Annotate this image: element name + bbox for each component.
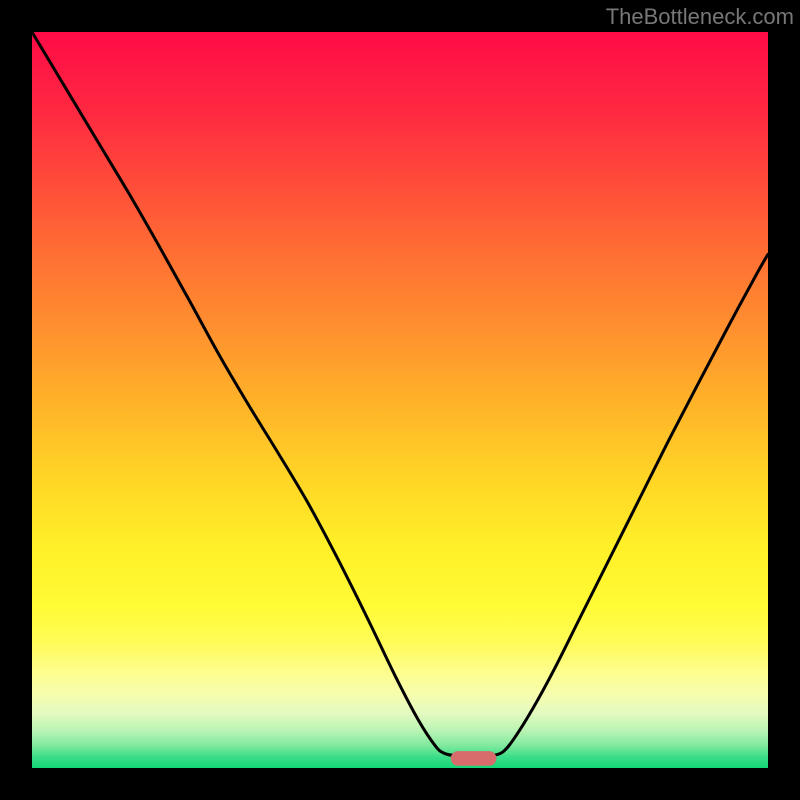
plot-background <box>32 32 768 768</box>
optimal-marker <box>451 751 497 766</box>
watermark-text: TheBottleneck.com <box>606 4 794 30</box>
bottleneck-chart <box>0 0 800 800</box>
chart-container: { "canvas": { "width": 800, "height": 80… <box>0 0 800 800</box>
